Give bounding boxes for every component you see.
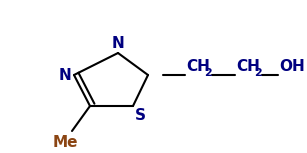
Text: OH: OH bbox=[279, 59, 305, 74]
Text: CH: CH bbox=[236, 59, 260, 74]
Text: N: N bbox=[112, 36, 124, 51]
Text: CH: CH bbox=[186, 59, 210, 74]
Text: 2: 2 bbox=[254, 68, 262, 78]
Text: S: S bbox=[135, 108, 146, 123]
Text: Me: Me bbox=[52, 135, 78, 150]
Text: N: N bbox=[58, 67, 71, 82]
Text: 2: 2 bbox=[204, 68, 212, 78]
